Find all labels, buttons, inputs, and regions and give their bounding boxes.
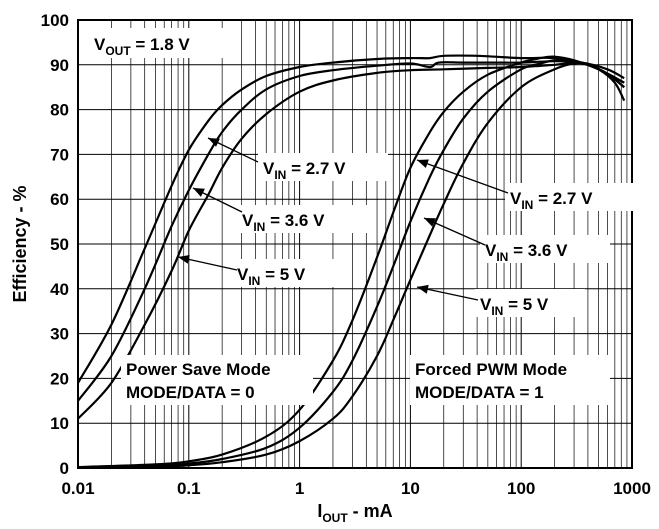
x-tick-label: 0.1 [177, 479, 201, 498]
x-tick-label: 1 [295, 479, 304, 498]
y-tick-label: 100 [41, 11, 69, 30]
plot-border [77, 19, 633, 469]
ps-36-arrow-head [193, 188, 205, 197]
y-axis-title: Efficiency - % [10, 185, 30, 302]
series-line-pwm_36 [77, 58, 625, 469]
y-tick-label: 10 [50, 414, 69, 433]
pwm-27-label: VIN = 2.7 V [510, 189, 593, 212]
series-layer [77, 54, 626, 469]
ps-27-label-bg [258, 153, 388, 181]
x-tick-label: 1000 [613, 479, 651, 498]
power-save-mode-label-1: MODE/DATA = 0 [126, 383, 255, 402]
series-line-pwm_5 [77, 62, 625, 469]
pwm-27-arrow-head [417, 159, 429, 168]
vout-label: VOUT = 1.8 V [94, 35, 190, 58]
tick-labels: 0.01 0.1 1 10 100 1000 0 10 20 30 40 50 60 70 80 90 100 [41, 11, 651, 498]
pwm-5-label-bg [475, 289, 585, 317]
ps-27-label: VIN = 2.7 V [263, 159, 346, 182]
ps-5-label: VIN = 5 V [237, 265, 306, 288]
forced-pwm-label-bg [410, 355, 610, 405]
pwm-36-label-bg [480, 235, 610, 263]
pwm-36-arrow-head [424, 218, 436, 227]
x-tick-label: 100 [507, 479, 535, 498]
x-tick-label: 0.01 [61, 479, 94, 498]
pwm-5-label: VIN = 5 V [480, 295, 549, 318]
y-tick-label: 50 [50, 235, 69, 254]
y-tick-label: 40 [50, 280, 69, 299]
y-tick-label: 30 [50, 325, 69, 344]
pwm-36-arrow [423, 217, 486, 246]
ps-36-label: VIN = 3.6 V [242, 211, 325, 234]
ps-36-label-bg [237, 205, 367, 233]
ps-27-arrow-head [208, 138, 220, 147]
ps-5-arrow-head [178, 255, 190, 264]
pwm-27-arrow [416, 159, 509, 194]
power-save-label-bg [121, 355, 313, 405]
vout-label-bg [88, 28, 238, 58]
y-tick-label: 70 [50, 145, 69, 164]
y-tick-label: 80 [50, 101, 69, 120]
annotations: VOUT = 1.8 V Power Save Mode MODE/DATA = 0… [10, 28, 635, 525]
ps-5-label-bg [233, 259, 343, 287]
series-line-pwm_27 [77, 55, 625, 469]
y-tick-label: 0 [60, 459, 69, 478]
forced-pwm-mode-label-0: Forced PWM Mode [415, 360, 567, 379]
pwm-5-arrow-head [417, 284, 429, 294]
y-tick-label: 60 [50, 190, 69, 209]
plot-frame [77, 19, 633, 469]
forced-pwm-mode-label-1: MODE/DATA = 1 [415, 383, 544, 402]
power-save-mode-label-0: Power Save Mode [126, 360, 271, 379]
series-line-ps_36 [77, 60, 625, 402]
pwm-36-label: VIN = 3.6 V [485, 241, 568, 264]
x-tick-label: 10 [401, 479, 420, 498]
y-tick-label: 90 [50, 56, 69, 75]
x-axis-title: IOUT - mA [317, 501, 392, 525]
pwm-27-label-bg [505, 183, 635, 211]
y-tick-label: 20 [50, 369, 69, 388]
